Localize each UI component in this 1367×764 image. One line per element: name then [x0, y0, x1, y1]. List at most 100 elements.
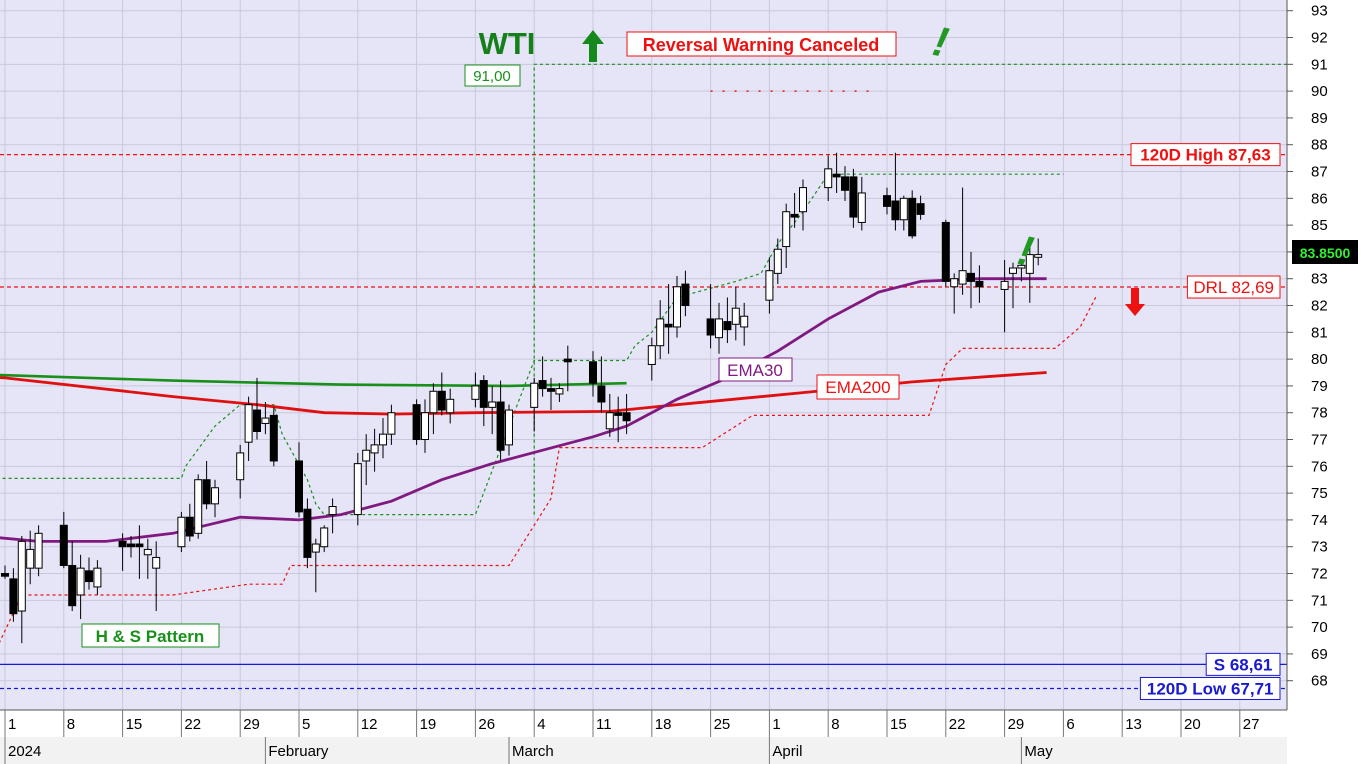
candle-body: [59, 524, 68, 566]
candle: [958, 187, 967, 295]
y-tick-label: 73: [1311, 539, 1328, 556]
y-tick-label: 78: [1311, 405, 1328, 422]
candle-body: [446, 398, 455, 414]
candle: [1025, 246, 1034, 303]
current-price-value: 83.8500: [1300, 245, 1351, 261]
candle-body: [328, 506, 337, 516]
candle-body: [362, 449, 371, 462]
candle-body: [202, 479, 211, 505]
candle-body: [589, 361, 597, 384]
up-arrow-icon: [582, 30, 604, 62]
candle-body: [731, 307, 740, 325]
candle-body: [353, 463, 362, 516]
level-labels: 120D High 87,63 DRL 82,69 S 68,61 120D Low …: [1130, 143, 1281, 700]
candle: [362, 434, 371, 486]
down-arrow-icon: [1125, 288, 1145, 316]
plot-background: [0, 0, 1287, 710]
candle: [706, 284, 715, 349]
candle-body: [269, 414, 278, 462]
candle: [320, 525, 329, 553]
candle: [479, 375, 488, 427]
candle-body: [891, 200, 900, 221]
candle-body: [790, 213, 799, 218]
month-label: April: [772, 743, 802, 760]
candle-body: [303, 508, 312, 558]
y-tick-label: 92: [1311, 30, 1328, 47]
x-tick-label: 8: [67, 716, 75, 733]
candle: [194, 474, 203, 539]
candle: [555, 383, 564, 402]
candle: [68, 541, 77, 612]
candle-body: [647, 345, 656, 365]
level-label-text: S 68,61: [1214, 655, 1273, 674]
candle-body: [563, 358, 572, 363]
month-label: 2024: [8, 743, 41, 760]
y-tick-label: 83: [1311, 271, 1328, 288]
candle-body: [34, 532, 43, 569]
candle: [538, 356, 547, 397]
candle: [236, 444, 245, 499]
candles: [1, 152, 1043, 644]
candle: [17, 536, 26, 644]
candle: [908, 190, 917, 239]
candle-body: [488, 401, 497, 408]
candle: [34, 525, 43, 577]
candle: [824, 155, 833, 201]
candle-body: [782, 211, 791, 248]
candle: [950, 273, 959, 314]
head-and-shoulders-text: H & S Pattern: [96, 627, 205, 646]
candle: [76, 554, 85, 620]
candle-body: [194, 479, 203, 534]
candle: [589, 351, 597, 397]
candle: [143, 538, 152, 579]
level-label-text: 120D High 87,63: [1140, 146, 1270, 165]
candle-body: [773, 248, 782, 274]
candle-body: [832, 173, 841, 178]
y-tick-label: 76: [1311, 458, 1328, 475]
candle-body: [479, 380, 488, 408]
candle: [488, 385, 497, 435]
candle-body: [127, 543, 135, 548]
candle: [379, 418, 387, 459]
level-label-box: [1205, 652, 1281, 676]
candle: [353, 452, 362, 526]
candle: [664, 284, 673, 354]
candle-body: [412, 404, 421, 441]
candle-body: [152, 556, 161, 569]
candle-body: [320, 527, 329, 548]
candle-body: [1009, 267, 1017, 274]
candle: [614, 396, 623, 443]
candle-body: [505, 409, 513, 446]
candle: [505, 404, 513, 456]
y-tick-label: 80: [1311, 351, 1328, 368]
level-label-box: [1130, 143, 1281, 167]
y-tick-label: 86: [1311, 190, 1328, 207]
reversal-warning-text: Reversal Warning Canceled: [643, 35, 879, 55]
y-tick-label: 81: [1311, 324, 1328, 341]
candle-body: [471, 385, 480, 400]
candle: [563, 345, 572, 392]
candle: [647, 337, 656, 381]
candle-body: [135, 543, 144, 548]
y-axis: 6869707172737475767778798081828384858687…: [1287, 3, 1328, 690]
candle-body: [681, 283, 690, 307]
candle-body: [656, 318, 665, 347]
candle-body: [236, 452, 245, 481]
x-tick-label: 12: [361, 716, 378, 733]
candle: [1000, 259, 1009, 333]
level-label-box: [1139, 676, 1281, 700]
candle: [731, 286, 740, 341]
candle-body: [76, 567, 85, 596]
ema30-text: EMA30: [727, 361, 783, 380]
candle: [790, 192, 799, 228]
candle-body: [496, 401, 505, 451]
candle-body: [916, 203, 925, 215]
candle: [261, 402, 270, 435]
y-tick-label: 93: [1311, 3, 1328, 20]
candle: [740, 302, 749, 346]
candle: [269, 407, 278, 467]
candle-body: [429, 390, 438, 414]
level-label-text: DRL 82,69: [1193, 278, 1274, 297]
candle-body: [673, 286, 681, 328]
